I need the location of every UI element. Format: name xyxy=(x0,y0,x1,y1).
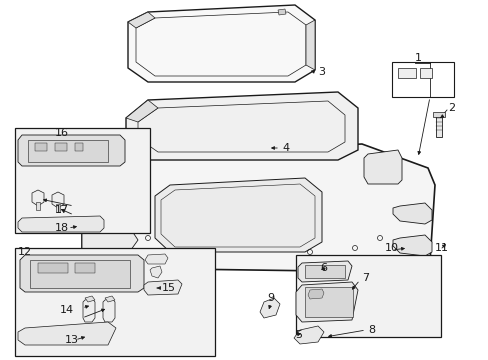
Bar xyxy=(435,115,441,137)
Polygon shape xyxy=(278,9,285,15)
Polygon shape xyxy=(145,254,168,264)
Bar xyxy=(36,202,40,210)
Bar xyxy=(15,248,215,356)
Bar xyxy=(305,287,352,317)
Text: 6: 6 xyxy=(319,263,326,273)
Text: 7: 7 xyxy=(361,273,368,283)
Polygon shape xyxy=(293,326,324,344)
Bar xyxy=(38,263,68,273)
Polygon shape xyxy=(105,296,115,302)
Bar xyxy=(55,143,67,151)
Polygon shape xyxy=(82,144,434,272)
Polygon shape xyxy=(32,190,44,206)
Polygon shape xyxy=(128,12,155,28)
Text: 12: 12 xyxy=(18,247,32,257)
Polygon shape xyxy=(155,178,321,252)
Polygon shape xyxy=(307,289,324,299)
Text: 18: 18 xyxy=(55,223,69,233)
Bar xyxy=(391,62,453,97)
Polygon shape xyxy=(103,298,115,322)
Polygon shape xyxy=(260,298,280,318)
Polygon shape xyxy=(20,255,143,292)
Polygon shape xyxy=(136,12,305,76)
Bar xyxy=(305,265,345,278)
Bar xyxy=(75,143,83,151)
Text: 10: 10 xyxy=(384,243,398,253)
Polygon shape xyxy=(18,322,116,345)
Text: 2: 2 xyxy=(447,103,454,113)
Bar xyxy=(35,143,47,151)
Text: 3: 3 xyxy=(317,67,325,77)
Polygon shape xyxy=(85,296,95,302)
Polygon shape xyxy=(83,298,95,322)
Bar xyxy=(419,68,431,78)
Text: 16: 16 xyxy=(55,128,69,138)
Text: 5: 5 xyxy=(294,330,302,340)
Polygon shape xyxy=(18,135,125,166)
Polygon shape xyxy=(143,280,182,295)
Polygon shape xyxy=(18,216,104,232)
Text: 17: 17 xyxy=(55,205,69,215)
Bar xyxy=(432,112,444,117)
Polygon shape xyxy=(82,225,138,254)
Polygon shape xyxy=(82,196,138,224)
Polygon shape xyxy=(392,203,431,224)
Polygon shape xyxy=(150,266,162,278)
Polygon shape xyxy=(161,184,314,247)
Text: 4: 4 xyxy=(282,143,288,153)
Text: 14: 14 xyxy=(60,305,74,315)
Bar xyxy=(295,255,440,337)
Bar xyxy=(75,263,95,273)
Polygon shape xyxy=(138,101,345,152)
Polygon shape xyxy=(128,5,314,82)
Bar xyxy=(28,140,108,162)
Polygon shape xyxy=(297,261,351,282)
Text: 11: 11 xyxy=(434,243,448,253)
Polygon shape xyxy=(126,92,357,160)
Polygon shape xyxy=(392,235,431,256)
Polygon shape xyxy=(305,20,314,70)
Bar xyxy=(15,128,150,233)
Bar xyxy=(30,260,130,288)
Text: 9: 9 xyxy=(267,293,274,303)
Bar xyxy=(56,204,60,212)
Bar xyxy=(397,68,415,78)
Polygon shape xyxy=(52,192,64,208)
Text: 13: 13 xyxy=(65,335,79,345)
Text: 15: 15 xyxy=(162,283,176,293)
Polygon shape xyxy=(126,100,158,122)
Text: 1: 1 xyxy=(414,53,421,63)
Text: 8: 8 xyxy=(367,325,374,335)
Polygon shape xyxy=(295,282,357,322)
Polygon shape xyxy=(363,150,401,184)
